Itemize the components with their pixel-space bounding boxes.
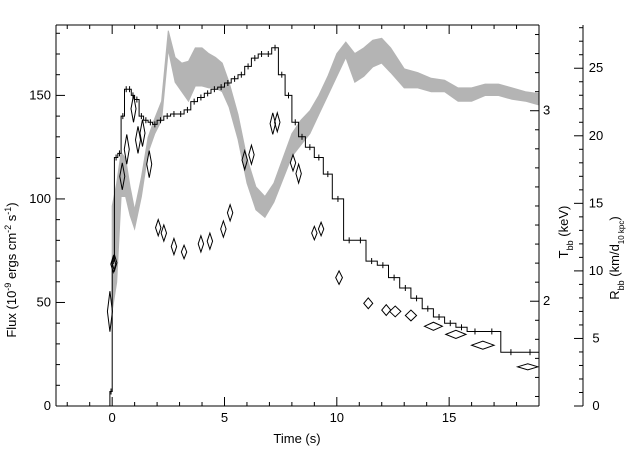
radius-diamond <box>388 305 402 318</box>
radius-diamond <box>470 340 496 350</box>
radius-diamond <box>123 134 130 165</box>
radius-diamond <box>317 220 325 238</box>
x-tick-label: 5 <box>221 410 228 425</box>
x-tick-label: 10 <box>330 410 344 425</box>
y-tick-label: 150 <box>29 87 51 102</box>
y2-tick-label: 2 <box>543 293 550 308</box>
radius-diamond <box>295 162 302 185</box>
radius-diamond <box>274 110 281 134</box>
radius-diamond <box>119 162 126 190</box>
y3-tick-label: 25 <box>589 60 603 75</box>
radius-diamond <box>241 148 248 172</box>
radius-diamond <box>381 303 392 317</box>
radius-diamond <box>423 321 444 331</box>
radius-diamond <box>146 150 153 178</box>
radius-diamond <box>139 119 146 147</box>
y-tick-label: 100 <box>29 191 51 206</box>
radius-diamond <box>170 236 178 257</box>
radius-diamond <box>160 223 168 243</box>
y-axis-title: Flux (10-9 ergs cm-2 s-1) <box>3 202 19 337</box>
x-axis-title: Time (s) <box>273 431 320 446</box>
y-tick-label: 50 <box>37 294 51 309</box>
y3-tick-label: 20 <box>589 128 603 143</box>
radius-diamond <box>154 217 162 238</box>
radius-diamond <box>110 254 117 274</box>
radius-diamond <box>515 363 539 371</box>
y3-tick-label: 15 <box>589 195 603 210</box>
radius-diamond <box>444 329 468 339</box>
radius-diamond <box>363 297 374 310</box>
radius-diamond <box>180 243 188 261</box>
radius-diamond <box>335 269 343 286</box>
y3-tick-label: 0 <box>592 398 599 413</box>
y3-tick-label: 10 <box>589 263 603 278</box>
flux-histogram-line <box>109 47 539 406</box>
radius-diamond <box>226 203 234 223</box>
radius-diamond <box>206 231 214 251</box>
radius-diamond <box>111 252 118 273</box>
axis-label-layer: Time (s) Flux (10-9 ergs cm-2 s-1) Tbb (… <box>3 202 626 446</box>
radius-diamond <box>106 291 113 332</box>
y3-tick-label: 5 <box>592 330 599 345</box>
radius-diamond <box>130 95 137 123</box>
y2-tick-label: 3 <box>543 103 550 118</box>
temperature-band <box>111 30 539 311</box>
y3-axis-title: Rbb (km/d10 kpc) <box>607 216 626 299</box>
temperature-band-layer <box>111 30 539 311</box>
flux-histogram-layer <box>109 44 539 406</box>
radius-diamond-layer <box>106 95 539 371</box>
x-tick-label: 15 <box>442 410 456 425</box>
radius-diamond <box>197 234 205 254</box>
radius-diamond <box>220 219 227 239</box>
radius-diamond <box>404 309 418 322</box>
y2-axis-title: Tbb (keV) <box>556 206 575 259</box>
y-tick-label: 0 <box>44 398 51 413</box>
radius-diamond <box>248 143 255 166</box>
radius-diamond <box>134 126 142 154</box>
x-tick-label: 0 <box>109 410 116 425</box>
radius-diamond <box>289 153 297 173</box>
radius-diamond <box>311 224 318 242</box>
